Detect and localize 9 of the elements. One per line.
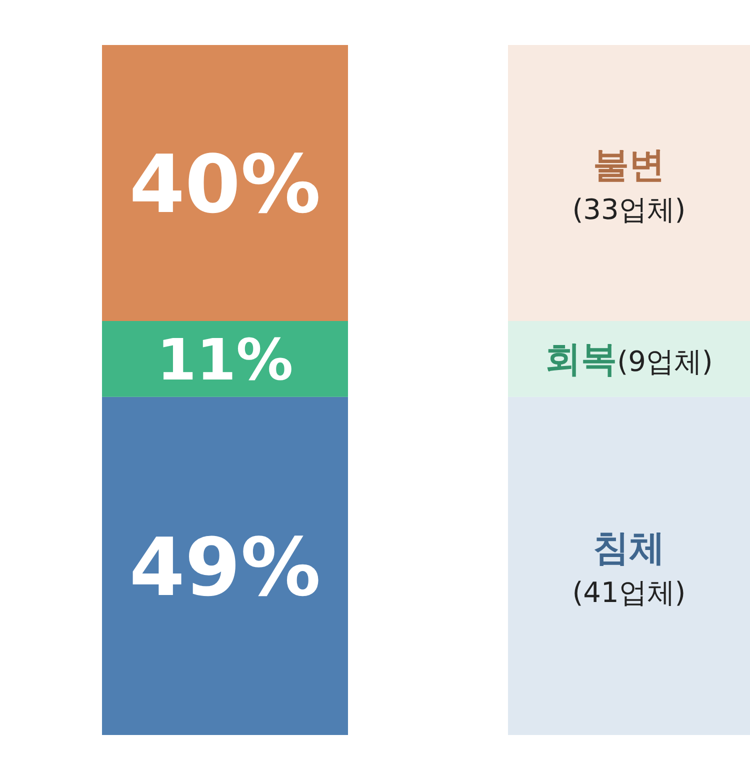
data-label: 11% xyxy=(156,327,294,394)
text: 침체 xyxy=(593,528,665,569)
text: 불변 xyxy=(593,145,665,186)
data-label: 49% xyxy=(129,520,321,614)
text: (33업체) xyxy=(572,193,686,226)
text: 회복 xyxy=(545,338,618,380)
text: (41업체) xyxy=(572,576,686,609)
data-label: 40% xyxy=(129,138,321,231)
text: (9업체) xyxy=(617,344,713,378)
